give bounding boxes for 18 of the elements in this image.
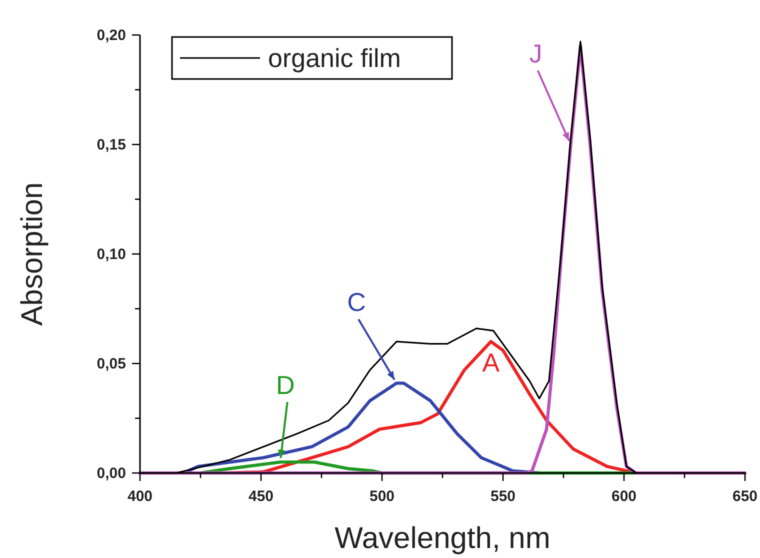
x-tick-label: 600 <box>611 488 637 505</box>
legend-label: organic film <box>268 43 401 73</box>
x-tick-label: 650 <box>732 488 758 505</box>
y-axis-title: Absorption <box>16 182 49 326</box>
y-tick-label: 0,05 <box>96 356 126 372</box>
series-label: A <box>482 348 500 378</box>
series-label: J <box>529 38 542 68</box>
x-tick-label: 500 <box>369 488 395 505</box>
y-tick-label: 0,20 <box>96 27 126 44</box>
x-tick-label: 550 <box>490 488 516 505</box>
text: C <box>347 287 366 318</box>
text: D <box>276 370 295 400</box>
y-tick-label: 0,10 <box>96 246 126 263</box>
x-tick-label: 400 <box>127 488 153 505</box>
x-tick-label: 450 <box>248 488 274 505</box>
y-tick-label: 0,00 <box>96 465 126 482</box>
x-axis-title: Wavelength, nm <box>334 522 550 555</box>
y-tick-label: 0,15 <box>96 136 126 154</box>
